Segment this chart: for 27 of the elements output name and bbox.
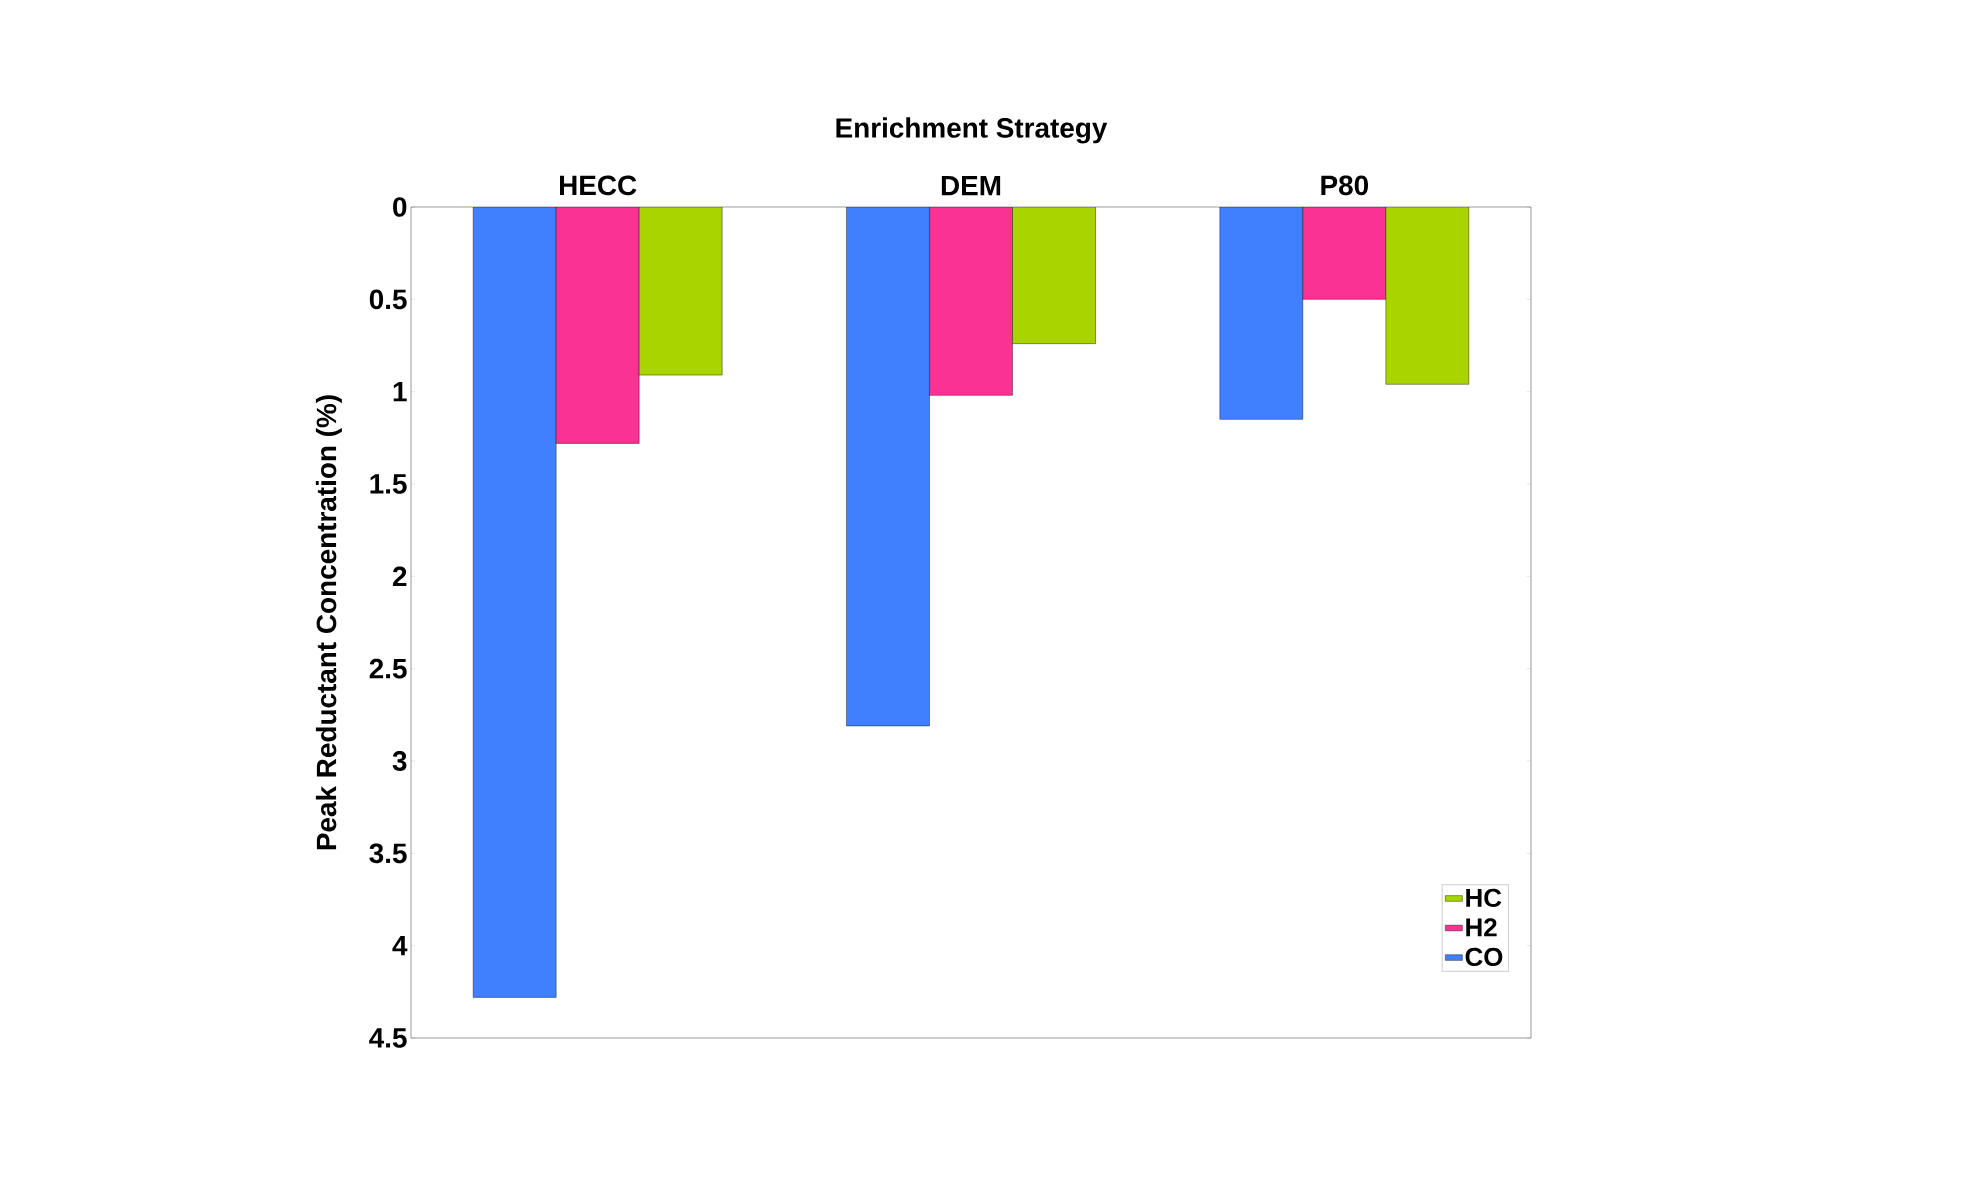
- y-tick-label: 2: [392, 566, 407, 587]
- y-tick-label: 1.5: [370, 474, 407, 494]
- x-tick-label: HECC: [560, 175, 637, 196]
- legend-label: H2: [1466, 918, 1497, 937]
- y-tick-label: 3.5: [369, 843, 407, 864]
- y-axis-title: Peak Reductant Concentration (%): [315, 395, 342, 850]
- y-tick-label: 0.5: [369, 289, 407, 310]
- bar: [846, 207, 930, 727]
- bar: [929, 207, 1013, 396]
- bar: [555, 207, 640, 444]
- bar: [472, 207, 557, 998]
- y-tick-label: 2.5: [369, 658, 407, 679]
- x-axis-title: Enrichment Strategy: [836, 117, 1108, 144]
- y-tick-label: 1: [393, 382, 407, 402]
- legend-label: CO: [1465, 947, 1503, 967]
- x-tick-label: P80: [1321, 175, 1368, 196]
- y-tick-label: 3: [392, 751, 407, 771]
- bar: [1385, 207, 1470, 385]
- y-tick-label: 0: [393, 197, 407, 217]
- y-tick-label: 4.5: [369, 1028, 407, 1048]
- bar: [1302, 207, 1387, 300]
- bar: [1012, 207, 1096, 344]
- bar: [1219, 207, 1304, 420]
- x-tick-label: DEM: [941, 176, 1001, 196]
- legend-label: HC: [1466, 888, 1502, 908]
- bar: [638, 207, 723, 376]
- y-tick-label: 4: [392, 936, 408, 956]
